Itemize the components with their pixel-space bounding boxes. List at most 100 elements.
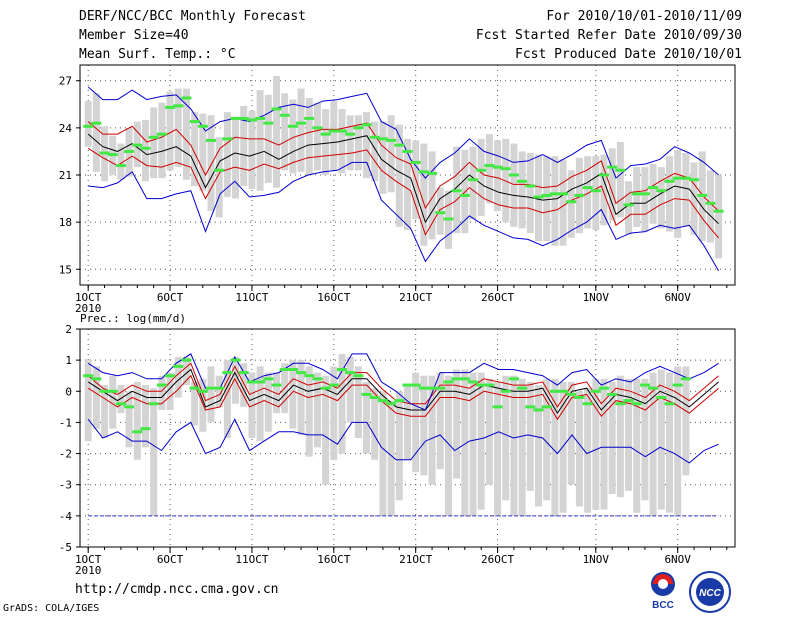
prec-spread-box — [371, 388, 379, 460]
prec-spread-box — [354, 366, 362, 438]
temp-median-marker — [148, 135, 159, 139]
temp-variable-label: Mean Surf. Temp.: °C — [79, 47, 236, 62]
temp-median-marker — [607, 165, 618, 169]
prec-median-marker — [99, 389, 110, 393]
prec-median-marker — [328, 383, 339, 387]
prec-spread-box — [322, 375, 330, 485]
prec-median-marker — [639, 383, 650, 387]
temp-median-marker — [705, 201, 716, 205]
temp-spread-box — [420, 143, 428, 246]
prec-spread-box — [404, 385, 411, 460]
prec-median-marker — [345, 371, 356, 375]
temp-spread-box — [182, 88, 190, 180]
prec-xtick-label: 1OCT — [75, 553, 102, 566]
prec-spread-box — [117, 385, 125, 414]
prec-median-marker — [443, 380, 454, 384]
prec-spread-box — [412, 372, 420, 473]
prec-median-marker — [549, 389, 560, 393]
temp-median-marker — [418, 170, 429, 174]
prec-median-marker — [623, 399, 634, 403]
temp-spread-box — [608, 148, 616, 221]
bcc-logo-text: BCC — [652, 600, 674, 610]
temp-median-marker — [517, 179, 528, 183]
prec-median-marker — [279, 367, 290, 371]
temp-spread-box — [191, 112, 199, 186]
prec-panel-title: Prec.: log(mm/d) — [80, 312, 186, 325]
temp-median-marker — [361, 123, 372, 127]
prec-median-marker — [541, 405, 552, 409]
prec-median-marker — [246, 380, 257, 384]
prec-median-marker — [566, 392, 577, 396]
temp-spread-box — [150, 107, 158, 179]
prec-spread-box — [559, 381, 567, 513]
temp-median-marker — [107, 153, 118, 157]
prec-series-ens-low-1 — [87, 374, 719, 421]
prec-spread-box — [191, 381, 199, 426]
prec-spread-box — [313, 372, 321, 448]
prec-series-ens-low-2 — [87, 418, 719, 464]
prec-median-marker — [525, 405, 536, 409]
temp-median-marker — [582, 186, 593, 190]
temp-spread-box — [240, 105, 248, 186]
prec-median-marker — [312, 377, 323, 381]
prec-median-marker — [394, 399, 405, 403]
prec-median-marker — [148, 402, 159, 406]
prec-spread-box — [199, 378, 207, 432]
temp-spread-box — [567, 170, 575, 238]
prec-median-marker — [91, 377, 102, 381]
temp-median-marker — [590, 189, 601, 193]
prec-median-marker — [115, 402, 126, 406]
temp-spread-box — [584, 156, 592, 229]
ncc-logo-disc — [696, 578, 724, 606]
temp-median-marker — [246, 118, 257, 122]
temp-spread-box — [518, 151, 526, 229]
temp-spread-box — [297, 88, 305, 172]
prec-spread-box — [625, 378, 633, 491]
prec-median-marker — [222, 371, 233, 375]
temp-median-marker — [140, 146, 151, 150]
prec-spread-box — [101, 385, 109, 438]
forecast-produced-date: Fcst Produced Date 2010/10/01 — [515, 47, 742, 62]
prec-spread-box — [444, 375, 452, 516]
temp-spread-box — [346, 115, 354, 171]
temp-spread-box — [313, 102, 321, 171]
temp-spread-box — [142, 120, 149, 182]
temp-series-ens-high-1 — [87, 121, 719, 212]
temp-median-marker — [132, 143, 143, 147]
temp-series-ens-low-2 — [88, 161, 720, 272]
prec-spread-box — [575, 391, 583, 507]
temp-xtick-label: 1NOV — [583, 291, 610, 304]
prec-spread-box — [346, 357, 354, 423]
temp-median-marker — [99, 151, 110, 155]
temp-spread-box — [428, 151, 436, 240]
temp-xtick-label: 1OCT — [75, 291, 102, 304]
temp-median-marker — [410, 160, 421, 164]
prec-series-ens-high-1 — [87, 362, 719, 408]
prec-median-marker — [656, 396, 667, 400]
temp-year-label: 2010 — [75, 302, 102, 315]
prec-median-marker — [165, 374, 176, 378]
temp-spread-box — [158, 102, 166, 179]
temp-median-marker — [476, 168, 487, 172]
source-url[interactable]: http://cmdp.ncc.cma.gov.cn — [75, 582, 279, 597]
temp-ytick-label: 18 — [59, 216, 72, 229]
temp-median-marker — [689, 178, 700, 182]
temp-median-marker — [664, 179, 675, 183]
temp-median-marker — [328, 129, 339, 133]
temp-median-marker — [713, 209, 724, 213]
temp-median-marker — [181, 96, 192, 100]
temp-spread-box — [715, 175, 723, 259]
prec-ytick-label: -3 — [59, 479, 72, 492]
prec-median-marker — [271, 383, 282, 387]
prec-spread-box — [395, 391, 403, 501]
prec-spread-box — [92, 366, 100, 429]
temp-median-marker — [680, 176, 691, 180]
prec-median-marker — [304, 374, 315, 378]
temp-median-marker — [615, 168, 626, 172]
temp-median-marker — [484, 164, 495, 168]
grads-credit: GrADS: COLA/IGES — [3, 603, 100, 614]
prec-ytick-label: 2 — [65, 323, 72, 336]
prec-spread-box — [543, 378, 551, 501]
temp-median-marker — [599, 173, 609, 177]
temp-spread-box — [543, 156, 551, 241]
